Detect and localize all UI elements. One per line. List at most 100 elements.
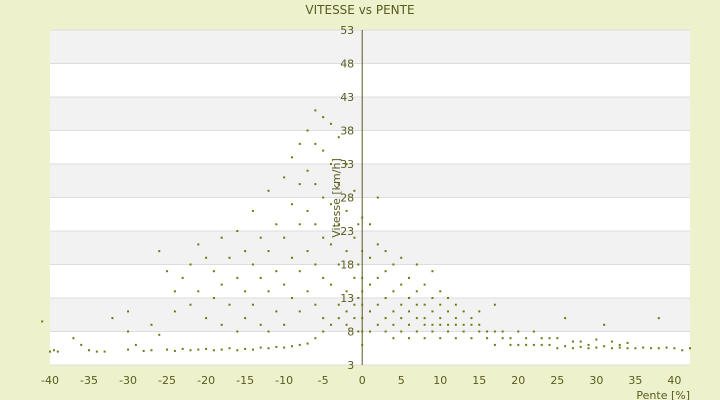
data-point — [400, 283, 403, 286]
data-point — [329, 283, 332, 286]
data-point — [357, 263, 360, 266]
data-point — [509, 343, 512, 346]
data-point — [267, 347, 270, 350]
data-point — [298, 183, 301, 186]
data-point — [290, 156, 293, 159]
data-point — [228, 347, 231, 350]
data-point — [337, 223, 340, 226]
x-tick-label: 0 — [359, 374, 366, 387]
data-point — [337, 183, 340, 186]
data-point — [150, 323, 153, 326]
data-point — [454, 303, 457, 306]
data-point — [314, 142, 317, 145]
data-point — [369, 223, 371, 226]
y-tick-label: 53 — [340, 24, 354, 37]
data-point — [548, 343, 551, 346]
data-point — [634, 347, 637, 350]
data-point — [267, 290, 270, 293]
data-point — [361, 216, 364, 219]
data-point — [236, 349, 239, 352]
data-point — [244, 317, 247, 320]
data-point — [267, 330, 270, 333]
data-point — [298, 310, 301, 313]
data-point — [259, 323, 262, 326]
data-point — [478, 330, 481, 333]
data-point — [501, 330, 504, 333]
data-point — [298, 343, 301, 346]
data-point — [212, 270, 215, 273]
y-axis-label: Vitesse [km/h] — [330, 158, 343, 238]
data-point — [626, 347, 629, 350]
data-point — [173, 349, 176, 352]
data-point — [532, 343, 535, 346]
data-point — [657, 347, 660, 350]
data-point — [439, 337, 442, 340]
data-point — [251, 263, 254, 266]
data-point — [571, 340, 574, 343]
data-point — [361, 276, 364, 279]
data-point — [329, 122, 332, 125]
data-point — [290, 345, 293, 348]
data-point — [306, 129, 309, 132]
y-tick-label: 8 — [347, 326, 354, 339]
data-point — [610, 347, 613, 350]
data-point — [181, 347, 184, 350]
data-point — [345, 290, 348, 293]
data-point — [470, 323, 473, 326]
data-point — [337, 317, 340, 320]
data-point — [56, 350, 59, 353]
data-point — [244, 290, 247, 293]
data-point — [357, 330, 360, 333]
data-point — [431, 323, 434, 326]
data-point — [517, 330, 520, 333]
data-point — [431, 297, 434, 299]
y-tick-label: 48 — [340, 58, 354, 71]
x-tick-label: -35 — [80, 374, 98, 387]
grid-band — [50, 30, 690, 64]
data-point — [80, 343, 83, 346]
data-point — [384, 317, 387, 320]
data-point — [166, 270, 169, 273]
data-point — [423, 303, 426, 306]
data-point — [626, 341, 629, 344]
data-point — [478, 310, 481, 313]
data-point — [478, 323, 481, 326]
data-point — [236, 276, 239, 279]
x-tick-label: -25 — [158, 374, 176, 387]
data-point — [345, 323, 348, 326]
data-point — [283, 236, 286, 239]
data-point — [361, 330, 364, 333]
y-tick-label: 3 — [347, 359, 354, 372]
data-point — [392, 323, 395, 326]
data-point — [259, 236, 262, 239]
data-point — [290, 203, 293, 206]
data-point — [384, 270, 387, 273]
data-point — [314, 109, 317, 112]
data-point — [345, 310, 348, 313]
data-point — [275, 270, 278, 273]
x-tick-label: 15 — [472, 374, 486, 387]
data-point — [408, 310, 411, 313]
data-point — [142, 349, 145, 352]
x-tick-label: -20 — [197, 374, 215, 387]
data-point — [134, 343, 137, 346]
data-point — [353, 276, 356, 279]
data-point — [486, 330, 489, 333]
data-points — [41, 109, 691, 353]
data-point — [337, 303, 340, 306]
data-point — [357, 223, 360, 226]
data-point — [322, 317, 325, 320]
data-point — [610, 340, 613, 343]
data-point — [329, 163, 332, 165]
data-point — [392, 290, 395, 293]
x-axis-label: Pente [%] — [636, 389, 690, 400]
data-point — [314, 223, 317, 226]
data-point — [579, 345, 582, 348]
data-point — [423, 283, 426, 286]
chart-title: VITESSE vs PENTE — [305, 3, 414, 17]
data-point — [337, 136, 340, 139]
data-point — [595, 346, 598, 349]
data-point — [439, 323, 442, 326]
data-point — [642, 346, 645, 349]
